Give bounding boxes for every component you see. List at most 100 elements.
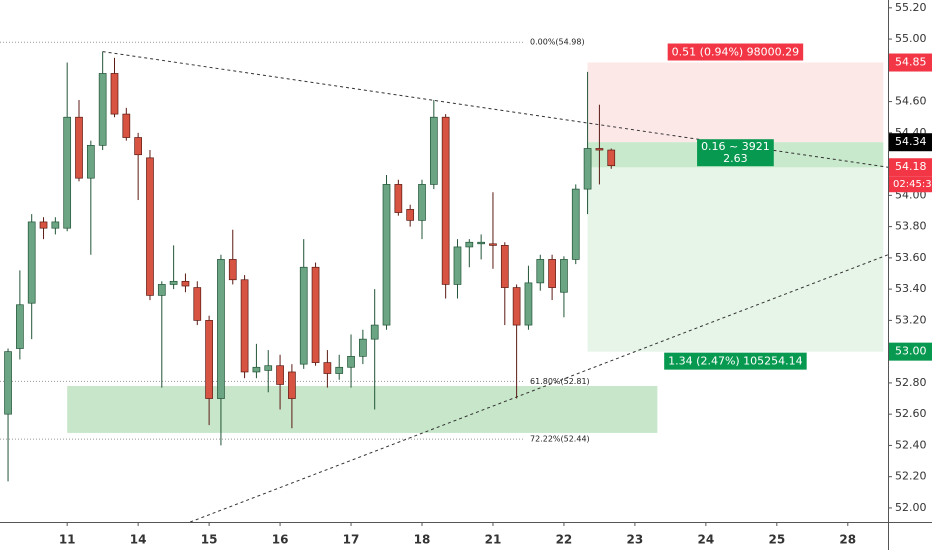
- y-tick-label: 53.80: [895, 220, 927, 233]
- candle-body: [347, 355, 355, 368]
- entry-price-tag: [889, 133, 932, 152]
- x-tick-label: 24: [698, 533, 715, 547]
- candle-body: [548, 259, 556, 288]
- candle-body: [607, 149, 616, 167]
- candle-body: [16, 304, 24, 349]
- candle-body: [169, 280, 178, 285]
- axis-bg: [0, 522, 932, 550]
- candle-body: [27, 221, 36, 304]
- entry-tag: [697, 139, 774, 167]
- y-tick-label: 53.60: [895, 251, 927, 264]
- entry-price-tag-text: 54.34: [895, 135, 927, 148]
- candle-body: [86, 144, 95, 179]
- candle-body: [359, 338, 367, 357]
- stop-price-tag-text: 54.85: [895, 56, 927, 69]
- price-tag-text: 0.51 (0.94%) 98000.29: [672, 46, 800, 59]
- fib-label: 0.00%(54.98): [530, 38, 585, 47]
- candle-body: [110, 73, 119, 115]
- entry-text: 0.16 ~ 3921: [701, 140, 770, 153]
- candle-body: [489, 243, 497, 246]
- axis-bg: [888, 0, 932, 550]
- stop-price-tag: [889, 53, 932, 72]
- x-tick-label: 15: [201, 533, 218, 547]
- candle-body: [382, 184, 391, 326]
- candle-body: [500, 245, 509, 288]
- y-tick-label: 55.20: [895, 1, 927, 14]
- x-tick-label: 22: [556, 533, 573, 547]
- candle-body: [146, 157, 154, 296]
- candle-body: [524, 282, 533, 326]
- candle-body: [560, 259, 568, 293]
- candle-body: [217, 259, 225, 399]
- candle-body: [477, 241, 485, 245]
- y-tick-label: 52.20: [895, 470, 927, 483]
- x-tick-label: 21: [485, 533, 502, 547]
- stop-area: [587, 62, 884, 143]
- y-tick-label: 52.40: [895, 438, 927, 451]
- candle-body: [406, 209, 415, 221]
- candle-body: [370, 324, 379, 340]
- y-tick-label: 55.00: [895, 32, 927, 45]
- last-price-tag-text: 54.18: [895, 160, 927, 173]
- candle-body: [75, 116, 83, 179]
- y-tick-label: 52.00: [895, 501, 927, 514]
- fib-label: 61.80%(52.81): [530, 377, 590, 386]
- candle-body: [51, 221, 60, 229]
- candle-body: [157, 284, 166, 296]
- candle-body: [465, 241, 474, 248]
- target-price-tag-text: 53.00: [895, 345, 927, 358]
- candle-body: [240, 279, 249, 373]
- candle-body: [134, 137, 142, 156]
- y-tick-label: 54.60: [895, 95, 927, 108]
- candle-body: [418, 184, 426, 221]
- x-tick-label: 17: [343, 533, 360, 547]
- candle-body: [228, 259, 237, 281]
- entry-text: 2.63: [723, 152, 748, 165]
- price-tag: [664, 352, 807, 370]
- candle-body: [311, 266, 320, 363]
- countdown-tag: [889, 176, 932, 193]
- candle-body: [595, 148, 604, 151]
- x-tick-label: 25: [768, 533, 785, 547]
- candle-body: [193, 287, 202, 321]
- x-tick-label: 23: [627, 533, 644, 547]
- candle-body: [122, 113, 131, 138]
- candle-body: [583, 148, 592, 190]
- candle-body: [205, 320, 213, 399]
- candle-body: [276, 365, 284, 385]
- candle-body: [288, 371, 296, 399]
- candle-body: [39, 221, 48, 229]
- candle-body: [323, 362, 332, 374]
- y-tick-label: 52.80: [895, 376, 927, 389]
- x-tick-label: 28: [839, 533, 856, 547]
- x-tick-label: 18: [414, 533, 431, 547]
- x-tick-label: 16: [272, 533, 289, 547]
- y-tick-label: 53.20: [895, 313, 927, 326]
- x-tick-label: 11: [59, 533, 76, 547]
- target-area: [587, 142, 884, 352]
- candle-body: [252, 366, 261, 373]
- candle-body: [453, 246, 462, 285]
- candle-body: [264, 365, 273, 371]
- candle-body: [4, 351, 12, 415]
- candle-body: [512, 287, 521, 326]
- y-tick-label: 53.40: [895, 282, 927, 295]
- candle-body: [181, 280, 190, 287]
- candle-body: [441, 116, 450, 285]
- price-tag-text: 1.34 (2.47%) 105254.14: [668, 355, 803, 368]
- candle-body: [571, 188, 580, 260]
- support-zone: [67, 386, 658, 433]
- candle-body: [63, 116, 72, 229]
- countdown: 02:45:3: [893, 179, 932, 190]
- trendline: [190, 254, 889, 523]
- candle-body: [335, 366, 344, 374]
- candle-body: [394, 184, 403, 213]
- x-tick-label: 14: [130, 533, 147, 547]
- candle-body: [536, 259, 545, 284]
- y-tick-label: 52.60: [895, 407, 927, 420]
- candle-body: [429, 116, 438, 185]
- price-tag: [667, 43, 804, 61]
- fib-label: 72.22%(52.44): [530, 435, 590, 444]
